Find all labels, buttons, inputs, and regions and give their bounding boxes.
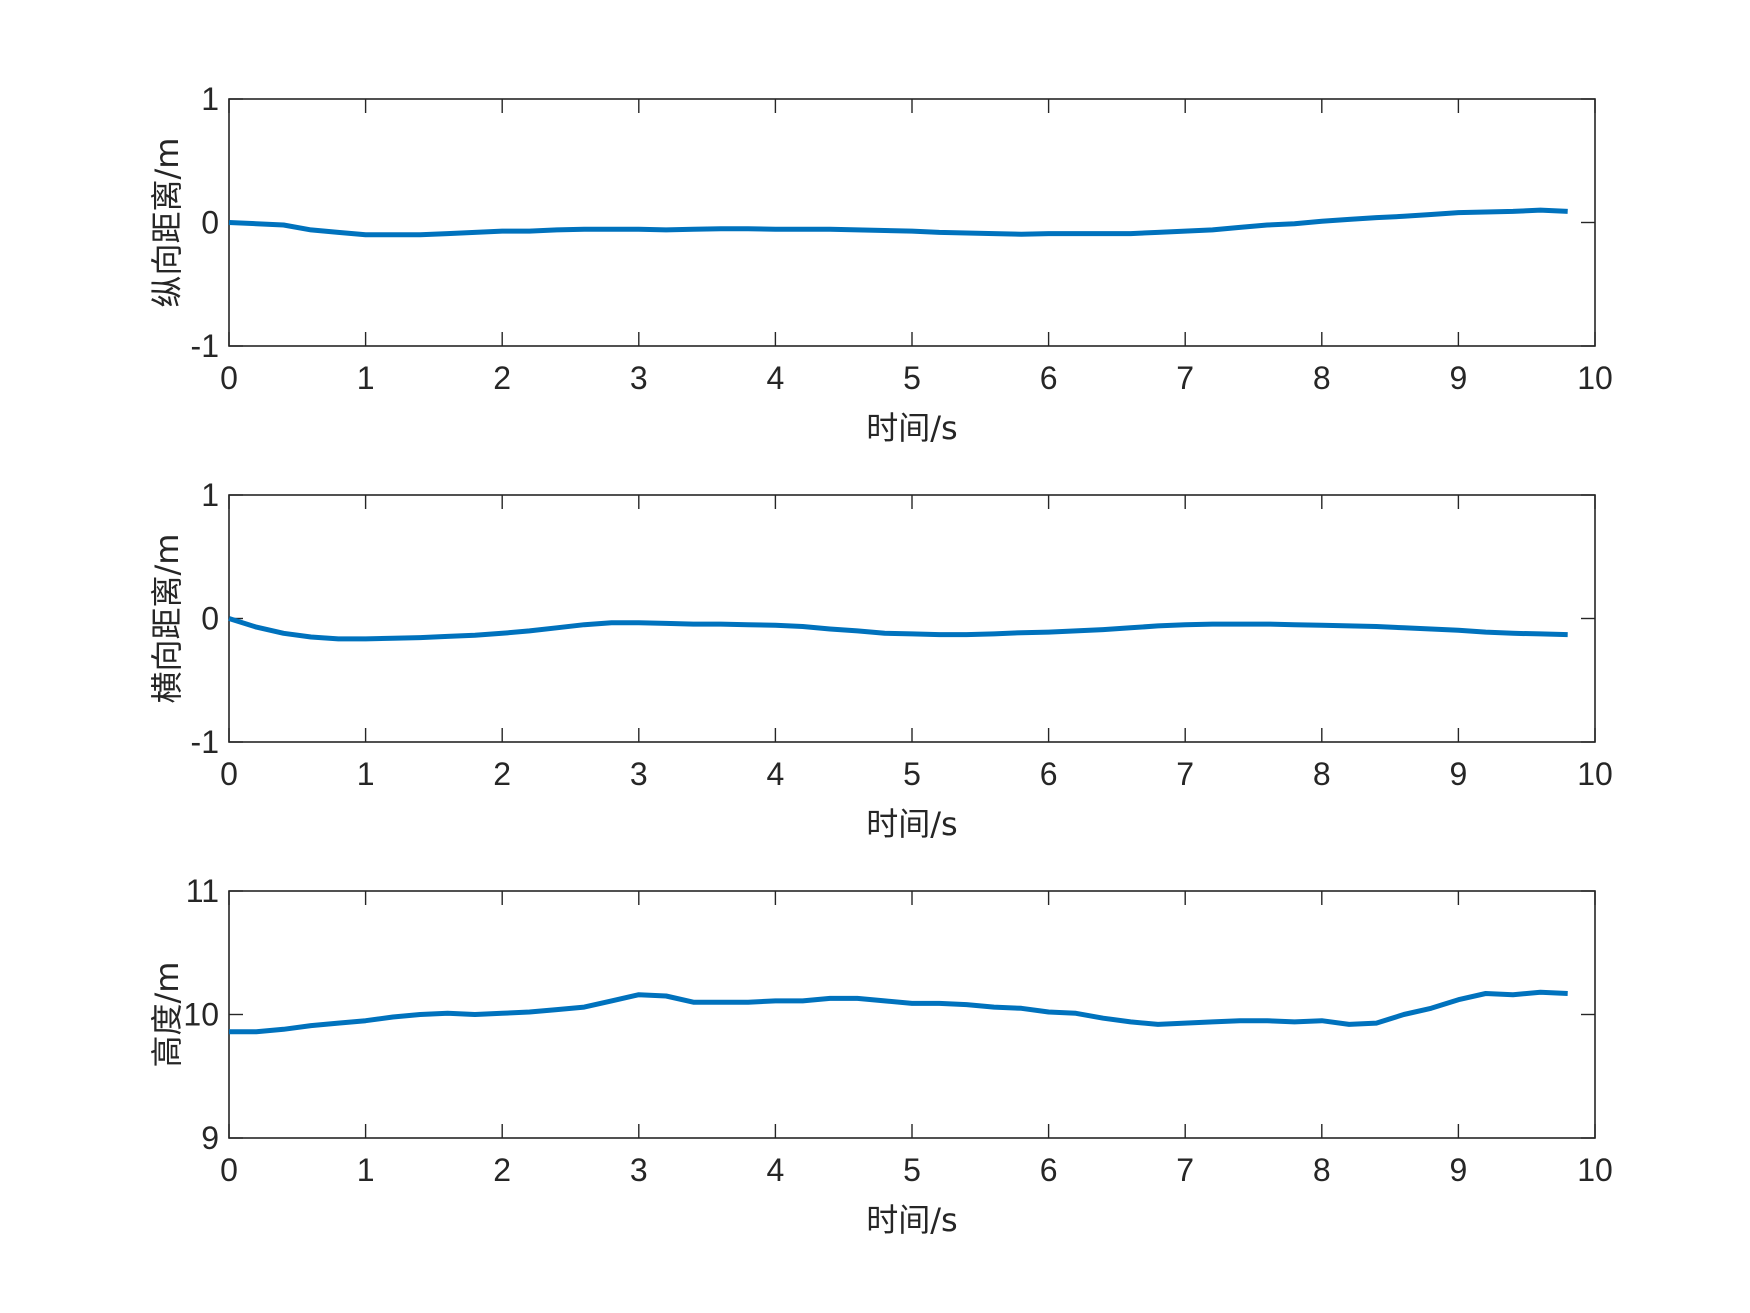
x-tick-label: 3 (630, 360, 648, 396)
x-tick-label: 8 (1313, 1152, 1331, 1188)
x-tick-label: 7 (1176, 1152, 1194, 1188)
series-line (229, 989, 1568, 1035)
x-tick-label: 4 (767, 1152, 785, 1188)
x-tick-label: 9 (1450, 756, 1468, 792)
x-axis-label: 时间/s (866, 409, 957, 447)
x-tick-label: 5 (903, 360, 921, 396)
x-tick-label: 6 (1040, 756, 1058, 792)
x-tick-label: 10 (1577, 756, 1613, 792)
x-axis-label: 时间/s (866, 1201, 957, 1239)
series-line (228, 207, 1568, 238)
x-tick-label: 10 (1577, 360, 1613, 396)
y-tick-label: -1 (191, 724, 219, 760)
x-tick-label: 9 (1450, 360, 1468, 396)
x-tick-label: 9 (1450, 1152, 1468, 1188)
y-tick-label: 1 (201, 477, 219, 513)
x-tick-label: 10 (1577, 1152, 1613, 1188)
y-tick-label: 1 (201, 81, 219, 117)
plot-area (228, 98, 1596, 347)
subplot-3: 0 1 2 3 4 5 6 7 8 9 10 9 10 11 时间/s 高度/m (148, 873, 1613, 1239)
x-tick-label: 6 (1040, 360, 1058, 396)
y-axis-label: 纵向距离/m (148, 138, 186, 308)
y-axis-label: 高度/m (148, 962, 186, 1068)
x-tick-label: 2 (493, 756, 511, 792)
y-tick-label: 10 (183, 997, 219, 1033)
x-tick-label: 5 (903, 1152, 921, 1188)
y-axis-label: 横向距离/m (148, 534, 186, 704)
x-tick-label: 3 (630, 756, 648, 792)
x-tick-label: 0 (220, 756, 238, 792)
x-tick-label: 7 (1176, 360, 1194, 396)
y-tick-label: 9 (201, 1120, 219, 1156)
x-tick-label: 8 (1313, 756, 1331, 792)
x-tick-label: 2 (493, 1152, 511, 1188)
y-tick-label: 11 (186, 873, 219, 909)
y-tick-label: 0 (201, 601, 219, 637)
x-tick-label: 7 (1176, 756, 1194, 792)
x-tick-label: 6 (1040, 1152, 1058, 1188)
x-tick-label: 1 (357, 1152, 375, 1188)
x-tick-label: 2 (493, 360, 511, 396)
x-tick-label: 8 (1313, 360, 1331, 396)
x-tick-label: 4 (767, 360, 785, 396)
y-tick-label: 0 (201, 205, 219, 241)
x-axis-label: 时间/s (866, 805, 957, 843)
y-tick-label: -1 (191, 328, 219, 364)
x-tick-label: 3 (630, 1152, 648, 1188)
x-tick-label: 1 (357, 360, 375, 396)
plot-area (228, 494, 1596, 743)
x-tick-label: 4 (767, 756, 785, 792)
x-tick-label: 1 (357, 756, 375, 792)
x-tick-label: 0 (220, 360, 238, 396)
x-tick-label: 0 (220, 1152, 238, 1188)
x-tick-label: 5 (903, 756, 921, 792)
series-line (228, 616, 1568, 642)
